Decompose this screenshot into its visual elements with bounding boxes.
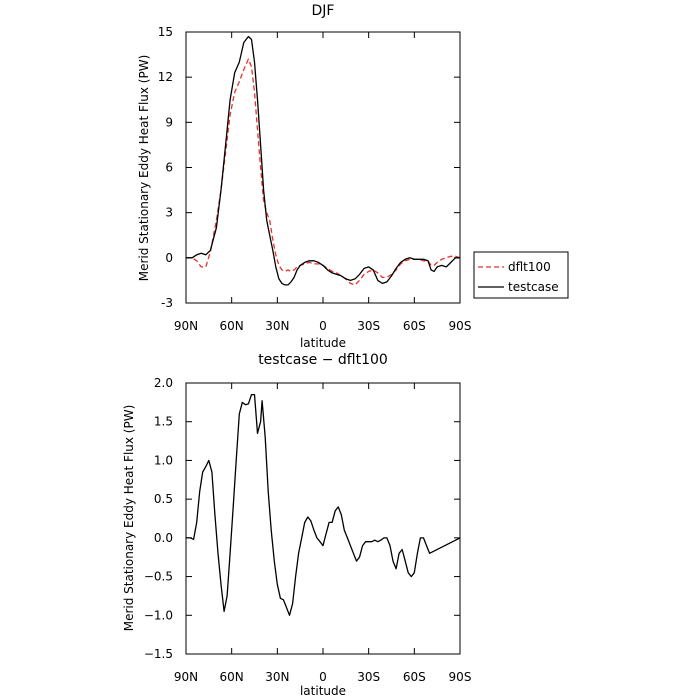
tick-group: 90N 60N 30N 0 30S 60S 90S -3 0 3 6 9 12 15 — [158, 25, 472, 333]
y-tick-label: 12 — [158, 70, 173, 84]
x-tick-label: 60S — [403, 670, 426, 684]
x-tick-label: 90S — [449, 670, 472, 684]
tick-group: 90N 60N 30N 0 30S 60S 90S −1.5 −1.0 −0.5 0.0 0.5 1.0… — [144, 376, 472, 684]
y-tick-label: 15 — [158, 25, 173, 39]
legend-label-dflt100: dflt100 — [508, 260, 551, 274]
legend-frame — [473, 251, 569, 299]
series-group — [186, 35, 461, 286]
y-tick-label: 0.0 — [154, 531, 173, 545]
y-tick-label: 1.5 — [154, 415, 173, 429]
y-tick-label: 6 — [165, 161, 173, 175]
y-tick-label: -3 — [161, 296, 173, 310]
y-tick-label: −0.5 — [144, 570, 173, 584]
panel-title: testcase − dflt100 — [258, 352, 388, 368]
djf-flux-panel: DJF Merid Stationary Eddy Heat Flux (PW)… — [137, 3, 569, 350]
panel-title: DJF — [312, 3, 335, 19]
y-tick-label: 1.0 — [154, 453, 173, 467]
y-tick-label: 0 — [165, 251, 173, 265]
y-tick-label: 0.5 — [154, 492, 173, 506]
plot-frame — [185, 31, 461, 304]
y-axis-title: Merid Stationary Eddy Heat Flux (PW) — [122, 405, 136, 632]
x-tick-label: 90N — [174, 319, 198, 333]
series-line-series-0 — [186, 393, 461, 616]
difference-panel: testcase − dflt100 Merid Stationary Eddy… — [122, 352, 471, 698]
x-tick-label: 0 — [319, 319, 327, 333]
x-tick-label: 90S — [449, 319, 472, 333]
x-tick-label: 60N — [220, 319, 244, 333]
x-axis-title: latitude — [300, 684, 346, 698]
y-tick-label: −1.0 — [144, 608, 173, 622]
series-group — [186, 393, 461, 616]
legend-label-testcase: testcase — [508, 280, 559, 294]
x-tick-label: 30S — [357, 670, 380, 684]
plot-frame — [185, 382, 461, 655]
series-line-testcase — [186, 35, 460, 286]
y-tick-label: −1.5 — [144, 647, 173, 661]
x-tick-label: 30S — [357, 319, 380, 333]
x-tick-label: 0 — [319, 670, 327, 684]
y-axis-title: Merid Stationary Eddy Heat Flux (PW) — [137, 55, 151, 282]
x-axis-title: latitude — [300, 336, 346, 350]
series-line-dflt100 — [186, 58, 461, 286]
x-tick-label: 30N — [265, 670, 289, 684]
x-tick-label: 60N — [220, 670, 244, 684]
x-tick-label: 90N — [174, 670, 198, 684]
legend: dflt100 testcase — [473, 251, 569, 299]
x-tick-label: 30N — [265, 319, 289, 333]
y-tick-label: 2.0 — [154, 376, 173, 390]
y-tick-label: 3 — [165, 206, 173, 220]
x-tick-label: 60S — [403, 319, 426, 333]
y-tick-label: 9 — [165, 115, 173, 129]
